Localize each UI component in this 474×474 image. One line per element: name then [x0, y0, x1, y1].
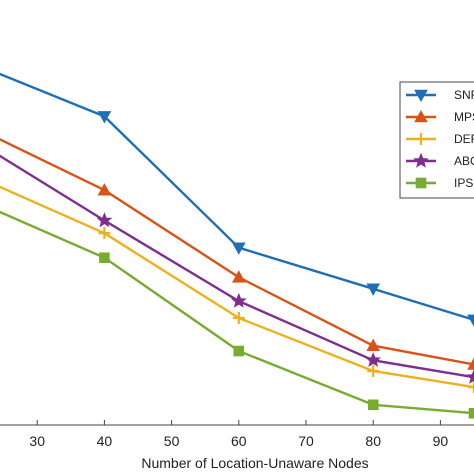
- data-point: [97, 111, 112, 124]
- legend-marker: [413, 152, 429, 168]
- x-tick-label: 70: [298, 433, 314, 449]
- data-point: [232, 312, 245, 325]
- data-point: [367, 365, 380, 378]
- data-point: [367, 399, 379, 411]
- axes: 30 40 50 60 70 80 90: [0, 420, 474, 449]
- legend-item: SNF: [406, 88, 474, 103]
- data-point: [96, 212, 113, 228]
- data-point: [365, 352, 382, 367]
- series-def: [0, 185, 474, 394]
- data-point: [97, 183, 112, 196]
- legend-item: DEF: [406, 132, 474, 146]
- data-point: [467, 357, 474, 370]
- x-axis-label: Number of Location-Unaware Nodes: [141, 455, 368, 471]
- data-point: [366, 283, 381, 296]
- data-point: [466, 368, 474, 384]
- legend-marker: [414, 89, 428, 103]
- x-tick-label: 40: [97, 433, 113, 449]
- data-point: [468, 381, 474, 394]
- legend-item: IPSO: [406, 176, 474, 190]
- data-point: [98, 227, 111, 240]
- x-tick-label: 90: [433, 433, 449, 449]
- data-point: [233, 345, 245, 357]
- series-abc: [0, 154, 474, 384]
- x-tick-label: 60: [231, 433, 247, 449]
- legend-label: ABC: [454, 154, 474, 168]
- x-tick-label: 50: [164, 433, 180, 449]
- data-point: [468, 407, 474, 419]
- legend-label: IPSO: [454, 176, 474, 190]
- data-point: [467, 314, 474, 327]
- data-point: [231, 270, 246, 283]
- legend-item: ABC: [406, 152, 474, 168]
- data-point: [230, 292, 247, 308]
- data-point: [99, 252, 110, 264]
- legend-label: MPS: [454, 110, 474, 124]
- series-ipso: [0, 210, 474, 419]
- legend-marker: [414, 109, 428, 123]
- legend-marker: [415, 177, 427, 189]
- legend-label: DEF: [454, 132, 474, 146]
- legend-marker: [415, 133, 427, 145]
- x-tick-label: 80: [365, 433, 381, 449]
- plot-area: [0, 72, 474, 419]
- series-snf: [0, 72, 474, 327]
- legend-item: MPS: [406, 109, 474, 124]
- legend-label: SNF: [454, 88, 474, 102]
- series-line: [0, 210, 474, 415]
- series-mps: [0, 138, 474, 370]
- data-point: [231, 242, 246, 255]
- legend: SNF MPS DEF ABC IPSO: [399, 81, 474, 199]
- x-tick-label: 30: [29, 433, 45, 449]
- data-point: [366, 338, 381, 351]
